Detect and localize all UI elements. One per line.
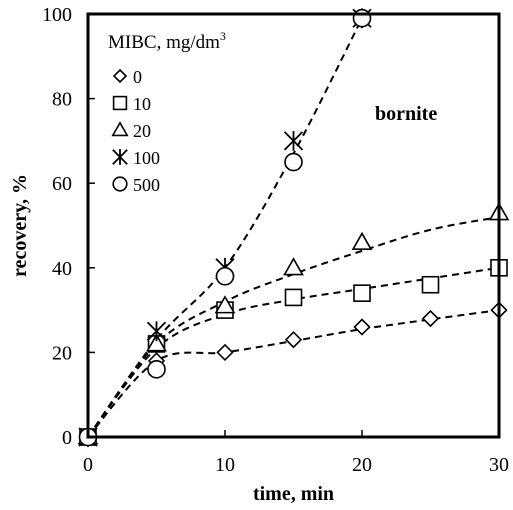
legend-marker-500 — [112, 176, 128, 192]
x-tick-label: 20 — [352, 454, 372, 476]
y-tick-label: 80 — [52, 89, 72, 111]
curve-mibc-100 — [87, 17, 363, 438]
point-mibc-500 — [147, 360, 166, 379]
point-mibc-10 — [284, 288, 303, 307]
marker-layer — [77, 8, 510, 447]
plot-frame — [86, 12, 501, 439]
y-tick-label: 20 — [52, 342, 72, 364]
legend-marker-100 — [112, 149, 128, 165]
bornite-annotation: bornite — [375, 103, 437, 125]
point-mibc-20 — [146, 333, 167, 352]
point-mibc-500 — [352, 8, 372, 28]
curve-mibc-20 — [87, 216, 500, 438]
x-tick-label: 0 — [83, 454, 93, 476]
legend: 0 10 20 100 500 — [111, 67, 160, 195]
point-mibc-500 — [215, 266, 235, 286]
legend-label-10: 10 — [133, 94, 151, 114]
point-mibc-100 — [146, 321, 167, 342]
point-mibc-100 — [283, 131, 304, 151]
point-mibc-0 — [421, 309, 440, 328]
point-mibc-0 — [353, 318, 371, 336]
point-mibc-10 — [421, 275, 440, 294]
point-mibc-20 — [351, 231, 373, 250]
legend-label-100: 100 — [133, 148, 160, 168]
y-tick-label: 100 — [42, 4, 72, 26]
y-axis-title: recovery, % — [9, 174, 31, 277]
x-tick-label: 30 — [489, 454, 509, 476]
x-axis-title: time, min — [253, 483, 334, 505]
point-mibc-20 — [214, 295, 236, 314]
legend-marker-10 — [112, 95, 128, 111]
x-tick-label: 10 — [215, 454, 235, 476]
y-tick-label: 60 — [52, 173, 72, 195]
legend-title: MIBC, mg/dm3 — [108, 29, 226, 53]
y-tick-label: 40 — [52, 258, 72, 280]
point-mibc-500 — [284, 152, 303, 172]
y-tick-label: 0 — [62, 427, 72, 449]
legend-label-20: 20 — [133, 121, 151, 141]
point-mibc-20 — [283, 257, 304, 276]
point-mibc-0 — [216, 343, 234, 362]
point-mibc-10 — [353, 284, 371, 302]
legend-label-0: 0 — [133, 67, 142, 87]
point-mibc-0 — [284, 331, 303, 349]
legend-label-500: 500 — [133, 175, 160, 195]
legend-marker-0 — [112, 68, 128, 84]
legend-marker-20 — [111, 121, 129, 137]
